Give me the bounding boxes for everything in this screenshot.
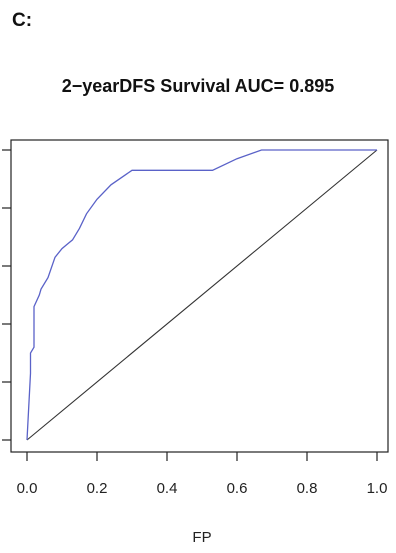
x-tick-label-5: 1.0 xyxy=(367,480,388,497)
x-axis-tick-labels: 0.0 0.2 0.4 0.6 0.8 1.0 xyxy=(17,480,388,497)
x-tick-label-0: 0.0 xyxy=(17,480,38,497)
chart-title: 2−yearDFS Survival AUC= 0.895 xyxy=(61,76,335,96)
diagonal-layer xyxy=(26,149,378,441)
x-tick-label-3: 0.6 xyxy=(227,480,248,497)
x-tick-label-4: 0.8 xyxy=(297,480,318,497)
y-axis-ticks xyxy=(2,149,11,441)
x-axis-title: FP xyxy=(192,529,211,546)
x-tick-label-1: 0.2 xyxy=(87,480,108,497)
x-tick-label-2: 0.4 xyxy=(157,480,178,497)
panel-label: C: xyxy=(12,10,33,31)
curve-layer xyxy=(26,149,377,441)
x-axis-ticks xyxy=(26,452,378,461)
plot-frame xyxy=(10,139,389,453)
reference-diagonal xyxy=(26,149,378,441)
roc-curve xyxy=(26,149,377,441)
